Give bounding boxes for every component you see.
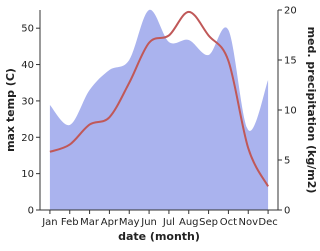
y-tick-label: 0: [28, 206, 34, 217]
x-tick-label: Apr: [101, 217, 119, 228]
y2-axis-label: med. precipitation (kg/m2): [305, 27, 318, 194]
y-tick-label: 20: [21, 133, 34, 144]
y-tick-label: 10: [21, 169, 34, 180]
y2-tick-label: 20: [284, 6, 297, 17]
y-axis-label: max temp (C): [4, 68, 17, 152]
y2-tick-label: 10: [284, 106, 297, 117]
chart: date (month) max temp (C) med. precipita…: [4, 6, 318, 244]
y-tick-label: 30: [21, 96, 34, 107]
x-tick-label: Dec: [258, 217, 277, 228]
x-tick-label: Sep: [199, 217, 218, 228]
x-tick-label: Nov: [238, 217, 258, 228]
y-tick-label: 40: [21, 60, 34, 71]
x-axis-label: date (month): [118, 230, 200, 243]
y2-tick-label: 15: [284, 56, 297, 67]
temp-line: [49, 10, 269, 187]
x-tick-label: Jul: [162, 217, 175, 228]
x-tick-label: Jun: [140, 217, 157, 228]
x-tick-label: Feb: [61, 217, 79, 228]
y-tick-label: 50: [21, 24, 34, 35]
precip-area: [49, 9, 269, 210]
x-tick-label: May: [119, 217, 140, 228]
x-tick-label: Aug: [179, 217, 199, 228]
x-tick-label: Mar: [80, 217, 100, 228]
x-tick-label: Jan: [41, 217, 57, 228]
y2-tick-label: 0: [284, 206, 290, 217]
y2-tick-label: 5: [284, 156, 290, 167]
x-tick-label: Oct: [220, 217, 237, 228]
